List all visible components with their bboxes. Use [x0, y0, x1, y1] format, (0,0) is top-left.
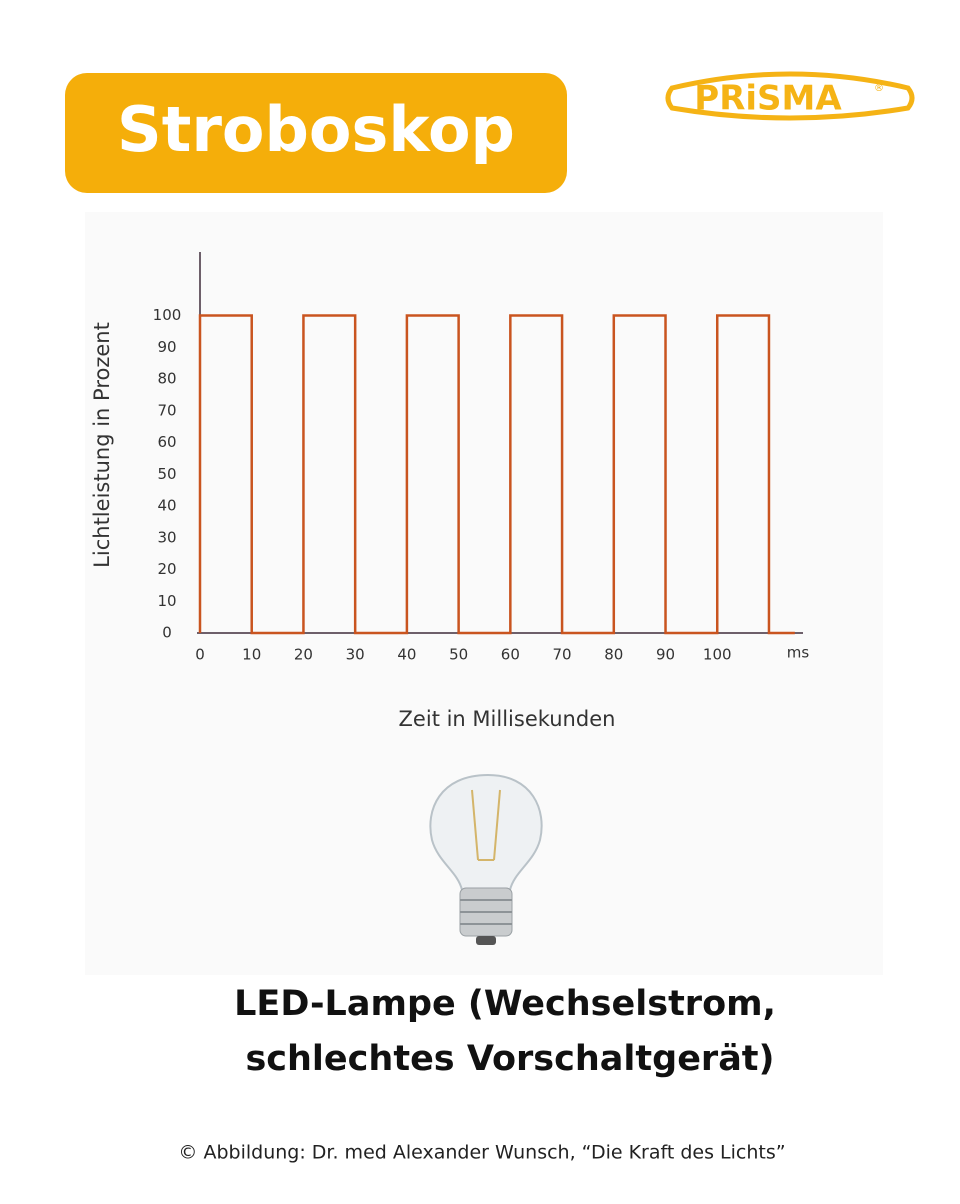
x-tick-label: 90 [656, 646, 675, 664]
logo: PRiSMA ® [665, 71, 915, 121]
y-tick-label: 60 [157, 433, 176, 451]
title: Stroboskop [117, 93, 515, 166]
x-tick-label: 60 [501, 646, 520, 664]
y-tick-label: 20 [157, 560, 176, 578]
y-tick-label: 50 [157, 465, 176, 483]
y-tick-label: 90 [157, 338, 176, 356]
x-tick-label: 0 [195, 646, 205, 664]
x-tick-label: 40 [397, 646, 416, 664]
bulb-illustration [429, 773, 543, 945]
x-tick-label: 70 [553, 646, 572, 664]
bulb-filament [471, 789, 501, 861]
y-tick-label: 0 [162, 624, 172, 642]
x-tick-label: 50 [449, 646, 468, 664]
logo-frame [665, 71, 915, 121]
bulb-thread [460, 899, 512, 925]
y-tick-label: 80 [157, 370, 176, 388]
credit: © Abbildung: Dr. med Alexander Wunsch, “… [178, 1142, 785, 1164]
y-tick-label: 70 [157, 401, 176, 419]
y-tick-label: 100 [153, 306, 182, 324]
data-line [198, 314, 795, 635]
logo-mark: ® [874, 83, 884, 94]
y-tick-label: 30 [157, 528, 176, 546]
x-tick-label: 10 [242, 646, 261, 664]
logo-text: PRiSMA [694, 79, 842, 119]
title-box [65, 73, 567, 193]
x-tick-label: 80 [604, 646, 623, 664]
bulb-tip [476, 936, 496, 945]
y-tick-label: 10 [157, 592, 176, 610]
caption-line: LED-Lampe (Wechselstrom, [234, 984, 776, 1024]
x-tick-label: 100 [703, 646, 732, 664]
y-tick-label: 40 [157, 497, 176, 515]
caption-line: schlechtes Vorschaltgerät) [245, 1039, 774, 1079]
y-axis-label: Lichtleistung in Prozent [90, 322, 114, 568]
x-tick-label: 30 [346, 646, 365, 664]
x-axis-label: Zeit in Millisekunden [399, 707, 616, 731]
chart: 0 10 20 30 40 50 60 70 80 90 100 0 10 20 30 40 50 60 70 80 9… [90, 252, 809, 731]
x-tick-label: 20 [294, 646, 313, 664]
x-unit: ms [787, 644, 810, 662]
